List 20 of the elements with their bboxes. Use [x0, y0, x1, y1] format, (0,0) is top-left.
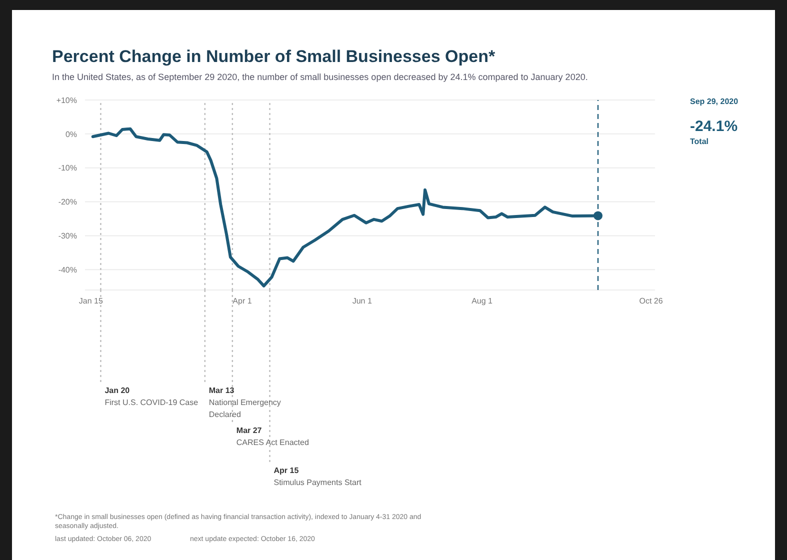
- text: -24.1%: [690, 118, 738, 135]
- y-tick-label: +10%: [56, 96, 77, 105]
- x-tick-label: Apr 1: [232, 296, 252, 306]
- x-tick-label: Jun 1: [352, 296, 372, 306]
- ref-line-label: Jan 20 First U.S. COVID-19 Case: [104, 386, 200, 409]
- chart-subtitle: In the United States, as of September 29 2020, the number of small businesses open decreased by 24.1% compared to January 2020.: [52, 72, 588, 82]
- y-tick-label: -10%: [58, 164, 77, 173]
- y-tick-label: -40%: [58, 265, 77, 274]
- ref-line-label: Apr 15 Stimulus Payments Start: [274, 465, 362, 489]
- text: Sep 29, 2020: [690, 97, 738, 106]
- ref-line-label: Mar 27 CARES Act Enacted: [236, 425, 310, 449]
- y-tick-label: -30%: [58, 232, 77, 241]
- ref-line-label: Mar 13 National Emergency Declared: [208, 385, 282, 421]
- x-tick-label: Oct 26: [639, 296, 664, 306]
- text: Total: [690, 137, 709, 146]
- y-tick-label: 0%: [65, 130, 77, 139]
- chart-title: Percent Change in Number of Small Businesses Open*: [52, 47, 496, 67]
- y-tick-label: -20%: [58, 198, 77, 207]
- x-tick-label: Aug 1: [472, 296, 494, 306]
- x-tick-label: Jan 15: [78, 296, 104, 306]
